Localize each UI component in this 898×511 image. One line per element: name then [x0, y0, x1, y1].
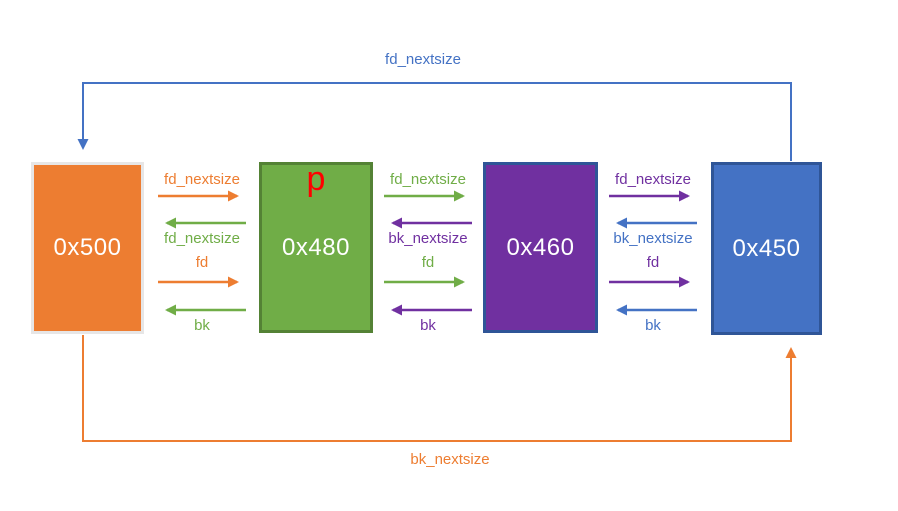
chunk-0x450-label: 0x450 [732, 234, 801, 262]
gap1-fd-nextsize-forward-label: fd_nextsize [164, 171, 240, 188]
gap2-fd-nextsize-label: fd_nextsize [390, 171, 466, 188]
gap1-fd-nextsize-back-label: fd_nextsize [164, 230, 240, 247]
chunk-0x480-label: 0x480 [282, 233, 350, 261]
chunk-0x500-label: 0x500 [53, 234, 122, 261]
chunk-0x480: p 0x480 [259, 160, 373, 333]
gap2-bk-label: bk [420, 317, 436, 334]
chunk-0x500: 0x500 [31, 162, 144, 334]
gap3-fd-nextsize-label: fd_nextsize [615, 171, 691, 188]
gap2-bk-nextsize-label: bk_nextsize [388, 230, 468, 247]
gap3-bk-nextsize-label: bk_nextsize [613, 230, 693, 247]
gap2-fd-label: fd [421, 254, 435, 271]
chunk-0x460: 0x460 [483, 162, 598, 333]
gap1-bk-label: bk [194, 317, 210, 334]
arrow-bk-nextsize-0x500-to-0x450 [82, 335, 797, 442]
chunk-0x450: 0x450 [711, 162, 822, 335]
arrow-fd-nextsize-0x450-to-0x500 [77, 82, 792, 161]
bottom-bk-nextsize-label: bk_nextsize [410, 451, 490, 468]
gap3-bk-label: bk [645, 317, 661, 334]
gap1-fd-label: fd [195, 254, 209, 271]
gap3-fd-label: fd [646, 254, 660, 271]
top-fd-nextsize-label: fd_nextsize [385, 51, 461, 68]
p-pointer-label: p [306, 160, 326, 198]
chunk-0x460-label: 0x460 [506, 233, 575, 261]
